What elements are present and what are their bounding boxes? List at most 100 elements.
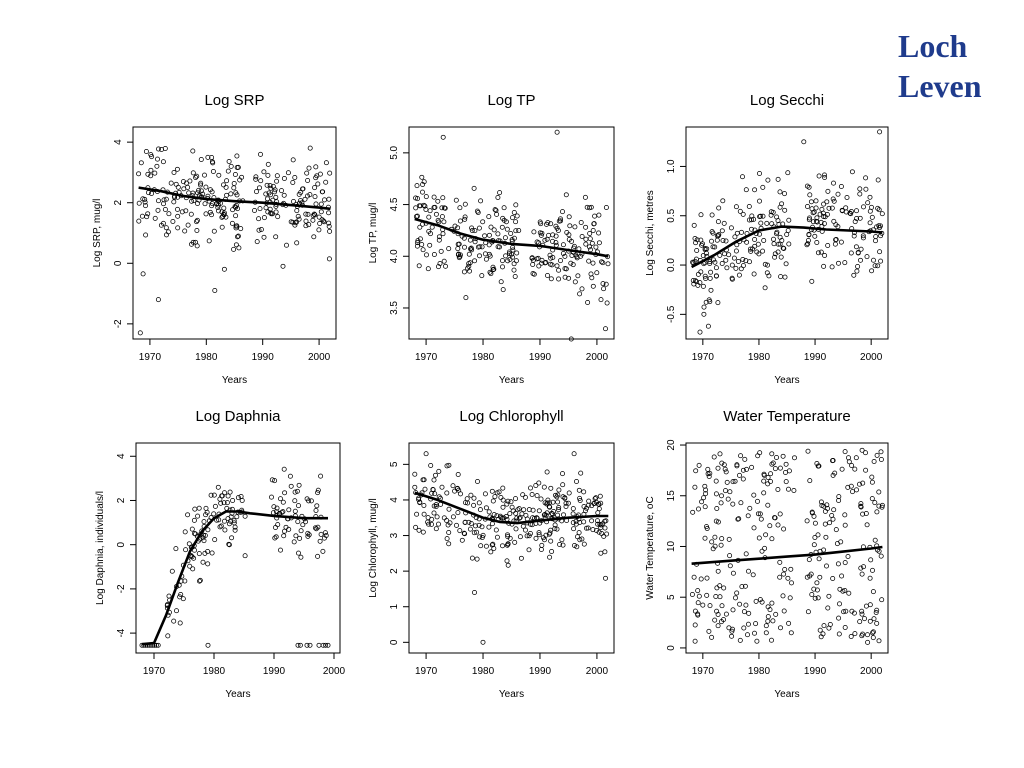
data-point: [717, 252, 723, 258]
data-point: [583, 241, 589, 247]
data-point: [821, 201, 827, 207]
y-tick-label: 0: [113, 260, 124, 266]
data-point: [536, 508, 542, 514]
data-point: [149, 154, 155, 160]
data-point: [694, 248, 700, 253]
data-point: [812, 535, 818, 540]
data-point: [156, 146, 161, 152]
data-point: [183, 208, 189, 214]
data-point: [598, 525, 604, 531]
data-point: [417, 500, 423, 506]
data-point: [724, 265, 730, 271]
data-point: [185, 222, 191, 228]
data-point: [826, 593, 832, 599]
trend-line: [414, 491, 609, 525]
data-point: [208, 492, 214, 498]
data-point: [805, 448, 811, 454]
data-point: [432, 491, 438, 497]
data-point: [186, 541, 192, 547]
data-point: [730, 479, 736, 485]
data-point: [572, 279, 578, 285]
data-point: [789, 580, 794, 586]
data-point: [291, 539, 297, 545]
data-point: [719, 493, 724, 499]
data-point: [500, 543, 505, 549]
data-point: [431, 252, 437, 257]
data-point: [807, 573, 813, 579]
data-point: [557, 542, 563, 547]
data-point: [275, 522, 281, 528]
data-point: [488, 271, 494, 277]
data-point: [434, 514, 440, 520]
data-point: [171, 618, 177, 624]
data-point: [706, 474, 712, 479]
data-point: [212, 288, 218, 293]
data-point: [879, 504, 885, 510]
data-point: [739, 229, 744, 235]
data-point: [505, 258, 511, 264]
data-point: [294, 219, 300, 225]
x-tick-label: 2000: [586, 666, 609, 677]
x-tick-label: 1990: [804, 352, 827, 363]
data-point: [313, 508, 319, 513]
data-point: [520, 492, 526, 498]
data-point: [547, 252, 553, 258]
x-axis-label: Years: [499, 375, 524, 386]
data-point: [772, 515, 778, 521]
data-point: [754, 638, 760, 644]
data-point: [296, 550, 301, 556]
data-point: [692, 608, 698, 614]
data-point: [325, 642, 331, 648]
data-point: [873, 238, 878, 244]
data-point: [743, 602, 749, 608]
data-point: [713, 594, 719, 599]
data-point: [603, 326, 608, 332]
data-point: [431, 477, 437, 483]
data-point: [710, 230, 716, 236]
y-tick-label: -4: [116, 628, 127, 637]
data-point: [222, 490, 227, 496]
data-point: [216, 172, 222, 178]
data-point: [136, 171, 142, 177]
data-point: [482, 491, 488, 497]
data-point: [486, 242, 492, 248]
x-tick-label: 1980: [472, 352, 495, 363]
data-point: [804, 574, 810, 580]
data-point: [215, 484, 221, 490]
data-point: [563, 192, 569, 198]
data-point: [842, 512, 848, 518]
data-point: [770, 460, 776, 466]
data-point: [206, 238, 212, 244]
data-point: [876, 503, 882, 509]
data-point: [323, 533, 329, 538]
data-point: [569, 253, 575, 258]
data-point: [715, 612, 721, 617]
chart-title: Log SRP: [204, 92, 264, 109]
data-point: [418, 203, 423, 209]
data-point: [202, 550, 208, 556]
data-point: [512, 274, 518, 279]
data-point: [539, 257, 545, 263]
data-point: [205, 561, 211, 567]
data-point: [490, 498, 496, 504]
x-tick-label: 1990: [804, 666, 827, 677]
data-point: [315, 490, 321, 496]
data-point: [256, 227, 262, 233]
data-point: [466, 519, 472, 525]
data-point: [558, 216, 563, 222]
data-point: [498, 495, 504, 500]
data-point: [813, 198, 819, 204]
data-point: [845, 484, 851, 490]
data-point: [505, 532, 510, 538]
data-point: [815, 595, 821, 601]
data-point: [709, 238, 714, 244]
data-point: [825, 243, 831, 248]
data-point: [818, 499, 824, 505]
data-point: [597, 521, 603, 527]
data-point: [706, 628, 712, 634]
data-point: [305, 530, 311, 536]
data-point: [472, 590, 477, 595]
chart-title: Log Chlorophyll: [459, 408, 563, 425]
data-point: [253, 174, 259, 180]
data-point: [605, 261, 611, 267]
